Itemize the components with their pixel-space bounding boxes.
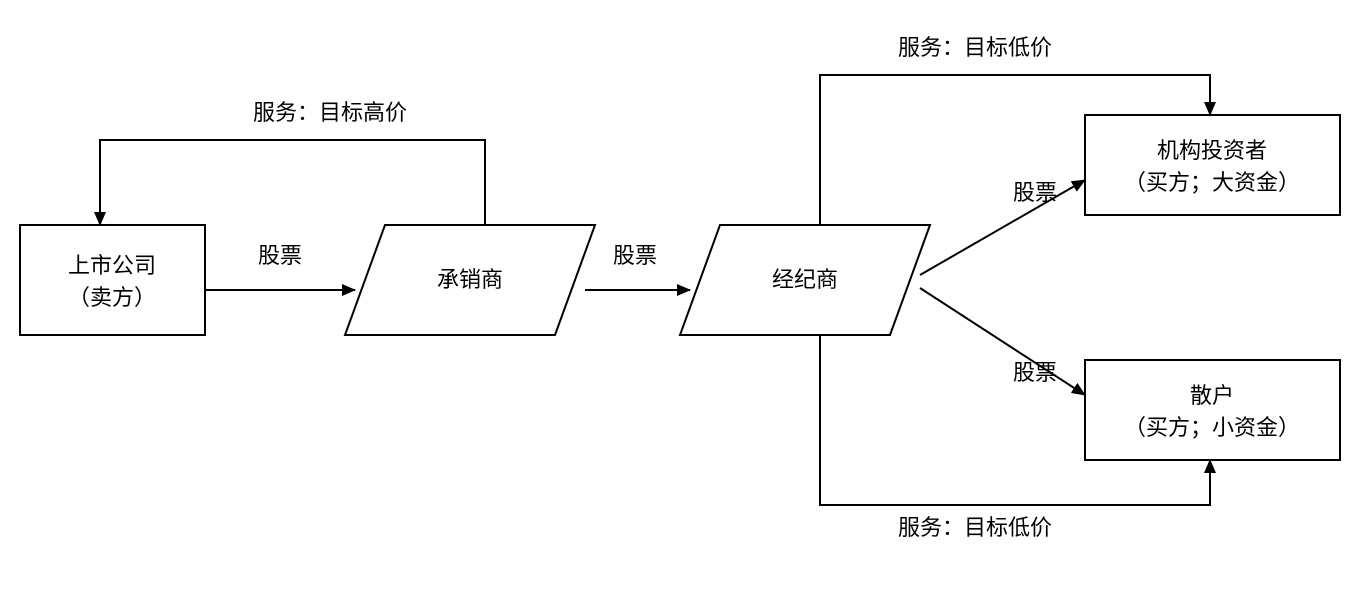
node-underwriter-label: 承销商: [437, 267, 503, 292]
node-retail-box: [1085, 360, 1340, 460]
node-institution-line1: 机构投资者: [1157, 138, 1267, 163]
node-retail: 散户 （买方；小资金）: [1085, 360, 1340, 460]
node-listed-company-line1: 上市公司: [68, 253, 156, 278]
node-listed-company-line2: （卖方）: [68, 285, 156, 310]
edge-underwriter-to-broker-label: 股票: [613, 243, 657, 268]
edge-underwriter-to-broker: 股票: [585, 243, 690, 290]
node-underwriter: 承销商: [345, 225, 595, 335]
edge-service-low-top-label: 服务：目标低价: [898, 35, 1052, 60]
edge-listed-to-underwriter: 股票: [205, 243, 355, 290]
node-broker: 经纪商: [680, 225, 930, 335]
node-retail-line1: 散户: [1190, 383, 1234, 408]
flow-diagram: 上市公司 （卖方） 承销商 经纪商 机构投资者 （买方；大资金） 散户 （买方；…: [0, 0, 1356, 610]
node-retail-line2: （买方；小资金）: [1124, 415, 1300, 440]
edge-broker-to-retail-label: 股票: [1013, 360, 1057, 385]
node-institution-box: [1085, 115, 1340, 215]
node-institution-line2: （买方；大资金）: [1124, 170, 1300, 195]
edge-service-low-bottom-label: 服务：目标低价: [898, 515, 1052, 540]
edge-broker-to-retail: 股票: [920, 288, 1085, 395]
node-listed-company-box: [20, 225, 205, 335]
edge-service-high: 服务：目标高价: [100, 100, 485, 225]
edge-service-high-label: 服务：目标高价: [253, 100, 407, 125]
node-institution: 机构投资者 （买方；大资金）: [1085, 115, 1340, 215]
node-listed-company: 上市公司 （卖方）: [20, 225, 205, 335]
edge-broker-to-institution: 股票: [920, 180, 1085, 275]
edge-broker-to-institution-label: 股票: [1013, 180, 1057, 205]
node-broker-label: 经纪商: [772, 267, 838, 292]
edge-listed-to-underwriter-label: 股票: [258, 243, 302, 268]
